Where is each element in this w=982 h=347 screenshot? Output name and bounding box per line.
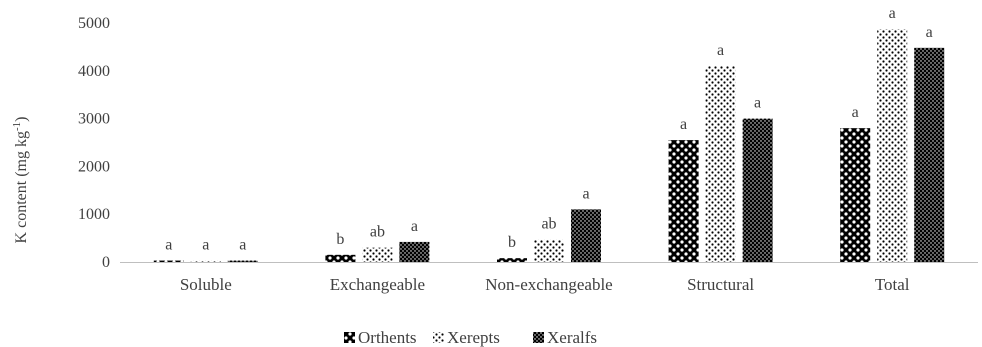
y-axis-label-sup: -1 bbox=[11, 122, 23, 131]
significance-label: a bbox=[754, 95, 761, 112]
y-tick-labels: 0 1000 2000 3000 4000 5000 bbox=[78, 15, 110, 271]
significance-label: a bbox=[582, 185, 589, 202]
category-label: Total bbox=[875, 275, 910, 294]
y-tick-label: 3000 bbox=[78, 111, 110, 128]
y-tick-label: 5000 bbox=[78, 15, 110, 32]
legend-swatch bbox=[433, 332, 444, 343]
significance-label: a bbox=[411, 218, 418, 235]
category-label: Soluble bbox=[180, 275, 232, 294]
significance-label: a bbox=[852, 104, 859, 121]
significance-label: a bbox=[680, 116, 687, 133]
legend: Orthents Xerepts Xeralfs bbox=[344, 328, 597, 347]
significance-label: a bbox=[239, 237, 246, 254]
bars bbox=[153, 29, 945, 263]
legend-label: Xerepts bbox=[447, 328, 500, 347]
category-label: Non-exchangeable bbox=[485, 275, 612, 294]
y-tick-label: 0 bbox=[102, 254, 110, 271]
significance-label: a bbox=[889, 5, 896, 22]
bar bbox=[914, 47, 945, 262]
y-tick-label: 4000 bbox=[78, 63, 110, 80]
category-labels: Soluble Exchangeable Non-exchangeable Struc… bbox=[180, 275, 910, 294]
significance-label: a bbox=[165, 237, 172, 254]
y-axis-label: K content (mg kg-1) bbox=[11, 117, 30, 244]
legend-label: Orthents bbox=[358, 328, 417, 347]
legend-swatch bbox=[344, 332, 355, 343]
bar bbox=[497, 258, 527, 262]
bar bbox=[840, 128, 871, 262]
y-tick-label: 2000 bbox=[78, 158, 110, 175]
bar bbox=[153, 260, 184, 262]
y-axis-label-main: K content (mg kg bbox=[13, 131, 30, 243]
bar bbox=[190, 260, 221, 262]
significance-label: b bbox=[336, 231, 344, 248]
bar bbox=[227, 260, 258, 262]
bar bbox=[362, 247, 393, 262]
y-tick-label: 1000 bbox=[78, 206, 110, 223]
significance-label: ab bbox=[541, 216, 556, 233]
bar bbox=[534, 239, 564, 262]
bar bbox=[742, 118, 773, 262]
y-axis-label-close: ) bbox=[13, 117, 30, 122]
significance-label: a bbox=[926, 24, 933, 41]
bar bbox=[705, 66, 736, 263]
bar bbox=[399, 241, 430, 262]
significance-label: a bbox=[717, 42, 724, 59]
bar bbox=[877, 29, 908, 262]
bar bbox=[571, 209, 601, 262]
significance-label: a bbox=[202, 237, 209, 254]
significance-label: ab bbox=[370, 224, 385, 241]
bar bbox=[325, 254, 356, 262]
bar bbox=[668, 140, 699, 262]
significance-label: b bbox=[508, 234, 516, 251]
category-label: Exchangeable bbox=[330, 275, 425, 294]
legend-label: Xeralfs bbox=[547, 328, 597, 347]
category-label: Structural bbox=[687, 275, 754, 294]
legend-swatch bbox=[533, 332, 544, 343]
